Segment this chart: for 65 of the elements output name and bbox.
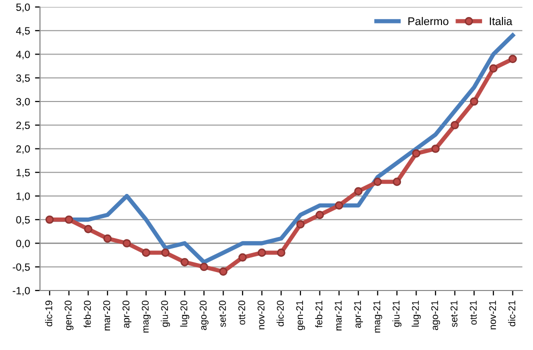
y-tick-label: 2,5 <box>16 122 30 130</box>
point <box>276 248 286 257</box>
x-tick-label: ago-21 <box>431 300 440 330</box>
y-tick-label: -0,5 <box>12 263 30 272</box>
point <box>392 178 402 186</box>
point <box>296 220 305 229</box>
point <box>334 201 344 210</box>
point <box>142 248 150 257</box>
point <box>450 120 459 130</box>
x-tick-label: lug-20 <box>180 300 190 327</box>
y-tick-label: 4,5 <box>16 27 30 36</box>
point <box>431 144 440 153</box>
x-tick-label: set-21 <box>450 300 458 327</box>
point <box>103 234 112 243</box>
x-tick-label: gen-20 <box>64 300 74 330</box>
legend-label: Palermo <box>408 17 448 26</box>
x-tick-label: dic-20 <box>276 300 284 326</box>
point <box>316 210 324 220</box>
x-tick-label: mar-21 <box>334 300 342 330</box>
point <box>64 215 74 224</box>
y-tick-label: 0,0 <box>16 240 30 248</box>
x-tick-label: nov-20 <box>258 300 264 330</box>
x-tick-label: ott-20 <box>238 300 246 325</box>
legend-label: Italia <box>490 17 512 26</box>
point <box>122 239 131 248</box>
x-tick-label: ago-20 <box>200 300 209 330</box>
point <box>180 258 189 266</box>
x-tick-label: giu-20 <box>160 300 170 327</box>
point <box>412 149 420 158</box>
x-tick-label: dic-19 <box>45 300 52 326</box>
y-tick-label: 4,0 <box>16 50 30 60</box>
y-tick-label: -1,0 <box>12 287 30 296</box>
point <box>258 248 266 257</box>
point <box>45 215 54 224</box>
x-tick-label: lug-21 <box>412 300 421 327</box>
point <box>354 187 363 196</box>
point <box>161 248 170 257</box>
x-tick-label: feb-20 <box>84 300 91 328</box>
point <box>219 267 228 276</box>
y-tick-label: 5,0 <box>16 4 30 12</box>
y-tick-label: 1,5 <box>16 168 30 178</box>
x-tick-label: feb-21 <box>315 300 322 328</box>
x-tick-label: mag-21 <box>373 300 382 333</box>
x-tick-label: dic-21 <box>508 300 516 326</box>
point <box>373 178 382 186</box>
x-tick-label: ott-21 <box>470 300 477 325</box>
point <box>470 97 478 106</box>
y-tick-label: 1,0 <box>16 192 30 202</box>
point <box>489 64 498 73</box>
x-tick-label: apr-20 <box>122 300 132 328</box>
x-tick-label: set-20 <box>219 300 226 327</box>
x-tick-label: nov-21 <box>489 300 496 330</box>
point <box>508 54 517 64</box>
x-tick-label: mag-20 <box>142 300 151 333</box>
x-tick-label: gen-21 <box>296 300 305 330</box>
point <box>200 262 208 272</box>
x-tick-label: apr-21 <box>354 300 363 328</box>
y-tick-label: 0,5 <box>16 216 30 225</box>
x-tick-label: mar-20 <box>103 300 110 330</box>
point <box>238 253 247 262</box>
point <box>84 224 92 234</box>
x-tick-label: giu-21 <box>392 300 402 327</box>
y-tick-label: 3,5 <box>16 74 30 83</box>
y-tick-label: 3,0 <box>16 98 30 107</box>
y-tick-label: 2,0 <box>16 145 30 154</box>
